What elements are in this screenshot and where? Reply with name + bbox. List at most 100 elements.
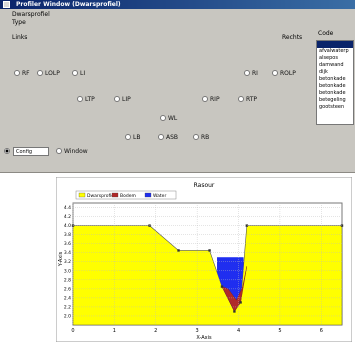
code-list-item[interactable]: alsepos [319,55,338,61]
code-list-item[interactable]: betonkade [319,90,346,96]
radio-asb-label: ASB [166,134,179,141]
profile-point [208,249,211,252]
y-tick-label: 3.6 [64,241,71,247]
code-label: Code [318,30,334,37]
legend-label: Dwarsprofiel [87,193,115,199]
radio-dot-icon [37,70,43,76]
profile-point [233,310,236,313]
radio-rolp[interactable]: ROLP [272,70,296,78]
radio-rip-label: RIP [210,96,220,103]
radio-dot-icon [14,70,20,76]
radio-wl-label: WL [168,115,178,122]
legend-swatch [78,192,86,198]
radio-lip-label: LIP [122,96,131,103]
radio-dot-icon [4,148,10,154]
y-tick-label: 4.2 [64,214,71,220]
radio-rf-label: RF [22,70,30,77]
radio-dot-icon [125,134,131,140]
profile-dialog: Profiler Window (Dwarsprofiel) Dwarsprof… [0,0,355,173]
radio-dot-icon [56,148,62,154]
x-tick-label: 6 [320,328,323,334]
radio-rb[interactable]: RB [193,134,209,142]
type-label: Type [12,19,26,26]
radio-lb[interactable]: LB [125,134,140,142]
legend-swatch [144,192,152,198]
radio-dot-icon [77,96,83,102]
y-tick-label: 2.8 [64,277,71,283]
profile-chart: Rasour X-Axis Y-Axis 0 1 2 3 4 5 6 2.0 2.2 2.4 2.6… [56,177,352,342]
radio-asb[interactable]: ASB [158,134,178,142]
radio-dot-icon [202,96,208,102]
profile-point [220,285,224,288]
series-bodem-area [221,266,248,312]
y-tick-label: 2.4 [64,295,71,301]
code-list-item[interactable]: betonkade [319,76,346,82]
radio-lb-label: LB [133,134,141,141]
code-list-item[interactable]: betonkade [319,83,346,89]
code-list-item[interactable]: betegeling [319,97,346,103]
radio-dot-icon [238,96,244,102]
radio-ri[interactable]: RI [244,70,258,78]
y-tick-label: 2.6 [64,286,71,292]
radio-ltp[interactable]: LTP [77,96,95,104]
code-list-item[interactable]: gootsteen [319,104,345,110]
app-icon [3,1,10,8]
plot-area: 0 1 2 3 4 5 6 2.0 2.2 2.4 2.6 2.8 3.0 3.2 3.4 3.6 3.8 4.0… [64,190,344,334]
radio-window[interactable]: Window [56,148,88,156]
radio-ri-label: RI [252,70,258,77]
radio-dot-icon [244,70,250,76]
radio-window-label: Window [64,148,88,155]
y-tick-label: 4.4 [64,205,71,211]
radio-dot-icon [160,115,166,121]
code-list-item[interactable] [317,41,353,48]
radio-lip[interactable]: LIP [114,96,131,104]
radio-lolp[interactable]: LOLP [37,70,60,78]
radio-rip[interactable]: RIP [202,96,220,104]
code-list-item[interactable]: damwand [319,62,344,68]
window-titlebar: Profiler Window (Dwarsprofiel) [0,0,355,9]
y-tick-label: 4.0 [64,223,71,229]
y-tick-label: 3.4 [64,250,71,256]
radio-wl[interactable]: WL [160,115,177,123]
legend-swatch [111,192,119,198]
radio-dot-icon [158,134,164,140]
x-axis-label: X-Axis [196,335,212,341]
radio-rtp[interactable]: RTP [238,96,257,104]
radio-rb-label: RB [201,134,210,141]
legend-label: Water [153,193,166,199]
profile-point [239,301,242,304]
profile-point [177,249,180,252]
x-tick-label: 3 [196,328,199,334]
x-tick-label: 1 [113,328,116,334]
radio-dot-icon [114,96,120,102]
y-tick-label: 3.2 [64,259,71,265]
radio-ltp-label: LTP [85,96,95,103]
radio-rf[interactable]: RF [14,70,30,78]
config-combo[interactable]: Config [13,147,49,156]
code-list-item[interactable]: afvalwaterp [319,48,349,54]
code-listbox[interactable]: afvalwaterp alsepos damwand dijk betonkade be… [316,40,354,125]
radio-dot-icon [72,70,78,76]
code-list-item[interactable]: dijk [319,69,328,75]
links-label: Links [12,34,28,41]
y-tick-label: 3.8 [64,232,71,238]
legend-box [75,190,177,200]
dwarsprofiel-label: Dwarsprofiel [12,11,50,18]
rechts-label: Rechts [282,34,303,41]
y-tick-label: 3.0 [64,268,71,274]
radio-config[interactable] [4,148,12,156]
radio-li-label: LI [80,70,86,77]
radio-li[interactable]: LI [72,70,85,78]
legend-label: Bodem [120,193,136,199]
radio-rolp-label: ROLP [280,70,296,77]
y-tick-label: 2.0 [64,313,71,319]
chart-title: Rasour [194,182,215,189]
x-tick-label: 2 [154,328,157,334]
radio-rtp-label: RTP [246,96,258,103]
window-title: Profiler Window (Dwarsprofiel) [16,1,121,8]
radio-lolp-label: LOLP [45,70,60,77]
x-tick-label: 5 [278,328,281,334]
profile-point [245,224,249,227]
config-combo-value: Config [16,149,33,155]
x-tick-label: 0 [71,328,74,334]
